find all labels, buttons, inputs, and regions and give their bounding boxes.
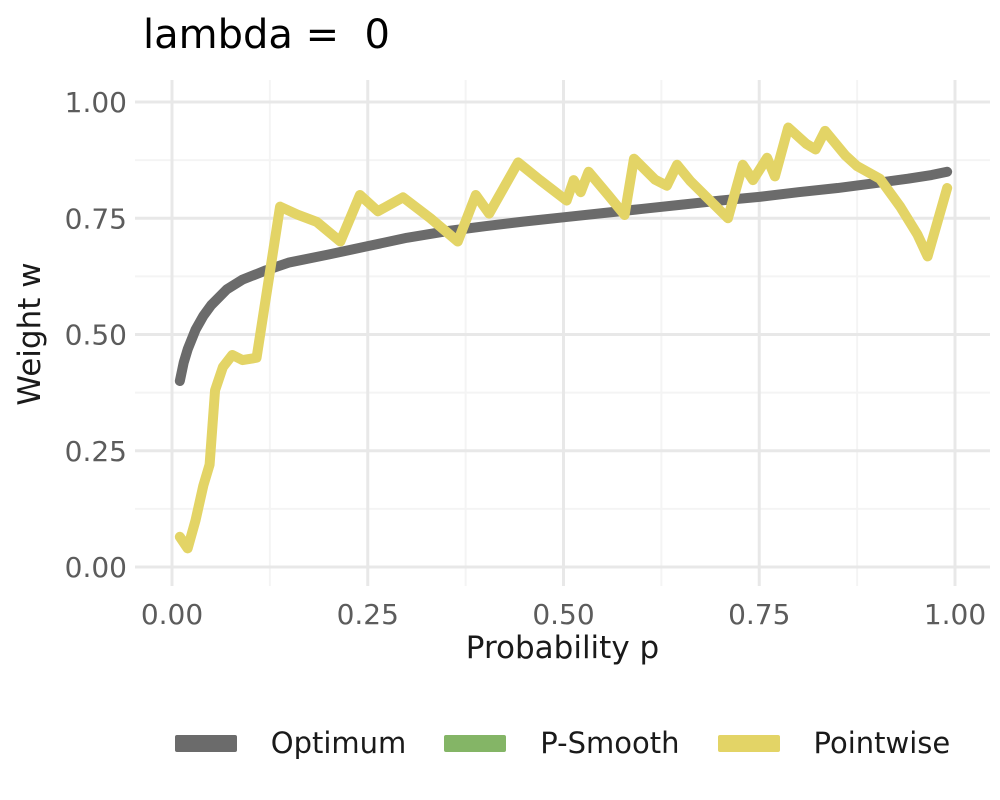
chart-title: lambda = 0	[143, 12, 390, 58]
y-tick-label: 1.00	[65, 86, 127, 119]
y-tick-label: 0.25	[65, 435, 127, 468]
legend-item-pointwise: Pointwise	[717, 726, 951, 760]
plot-panel: 0.00 0.25 0.50 0.75 1.00 0.00 0.25 0.50 0.75 1.00	[65, 80, 990, 631]
series-line-pointwise	[174, 122, 953, 554]
legend-item-p-smooth: P-Smooth	[444, 726, 680, 760]
x-tick-label: 1.00	[924, 598, 986, 631]
legend-key-pointwise	[717, 734, 780, 752]
legend: Optimum P-Smooth Pointwise	[135, 726, 990, 760]
y-tick-label: 0.50	[65, 319, 127, 352]
legend-key-optimum	[174, 734, 237, 752]
x-tick-label: 0.50	[532, 598, 594, 631]
legend-key-p-smooth	[444, 734, 507, 752]
x-tick-label: 0.00	[141, 598, 203, 631]
legend-label-pointwise: Pointwise	[813, 726, 951, 760]
legend-label-optimum: Optimum	[270, 726, 407, 760]
y-axis-title: Weight w	[12, 262, 48, 406]
x-axis-title: Probability p	[465, 630, 660, 666]
x-tick-label: 0.25	[337, 598, 399, 631]
y-tick-label: 0.00	[65, 551, 127, 584]
legend-label-p-smooth: P-Smooth	[540, 726, 680, 760]
legend-item-optimum: Optimum	[174, 726, 407, 760]
x-tick-label: 0.75	[728, 598, 790, 631]
y-tick-label: 0.75	[65, 202, 127, 235]
